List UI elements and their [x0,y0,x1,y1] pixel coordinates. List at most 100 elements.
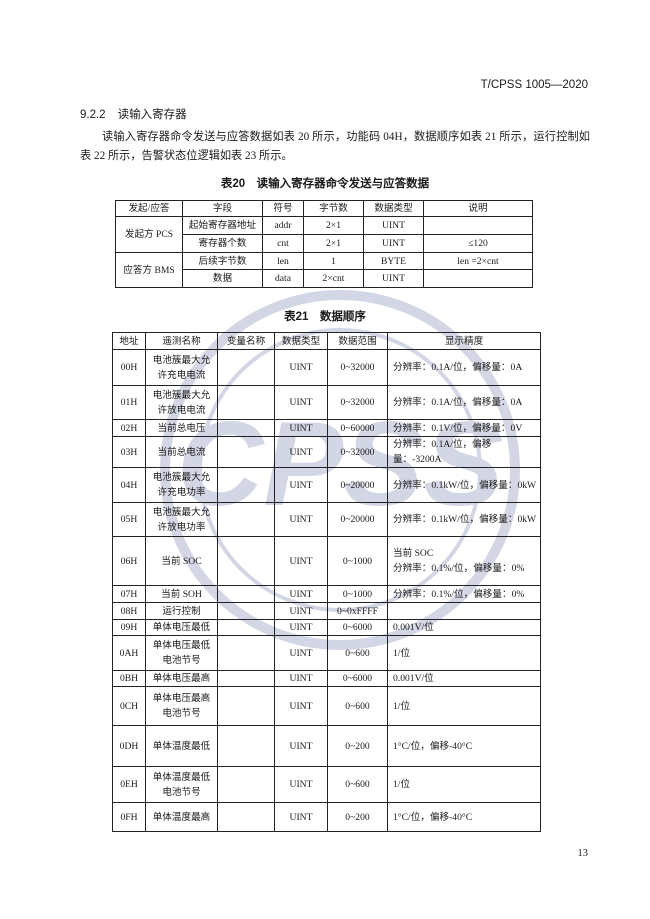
data-range-cell: 0~32000 [327,385,388,420]
table-cell: addr [262,216,304,235]
address-cell: 0CH [112,686,146,726]
precision-cell: 分辨率：0.1kW/位，偏移量：0kW [387,467,541,503]
precision-cell: 分辨率：0.1V/位，偏移量：0V [387,419,541,437]
address-cell: 0EH [112,766,146,803]
data-type-cell: UINT [274,635,328,671]
table-row: 应答方 BMS 后续字节数 len 1 BYTE len =2×cnt [115,252,533,288]
precision-cell: 1/位 [387,635,541,671]
header-cell: 数据类型 [363,200,424,217]
data-type-cell: UINT [274,619,328,636]
variable-name-cell [217,619,275,636]
name-line: 许充电功率 [157,487,206,498]
precision-line: 分辨率：0.1kW/位，偏移量：0kW [393,479,537,491]
section-title: 读输入寄存器 [117,109,187,121]
data-range-cell: 0~32000 [327,436,388,468]
address-cell: 0BH [112,670,146,687]
telemetry-name-cell: 当前 SOC [145,536,218,586]
table-row: 数据 data 2×cnt UINT [116,269,533,288]
name-line: 电池节号 [162,708,201,719]
header-cell: 符号 [262,200,304,217]
party-cell: 发起方 PCS [115,216,183,253]
name-line: 许放电电流 [157,404,206,416]
header-cell: 说明 [423,200,533,217]
variable-name-cell [217,419,275,437]
data-type-cell: UINT [274,349,328,386]
data-range-cell: 0~20000 [327,502,388,537]
precision-line: 分辨率：0.1A/位，偏移量：-3200A [393,439,492,465]
table-row: 0BH 单体电压最高 UINT 0~6000 0.001V/位 [112,670,541,687]
telemetry-name-cell: 电池簇最大允 许充电功率 [145,467,218,503]
name-line: 当前总电流 [157,446,206,458]
name-line: 单体电压最低 [152,622,211,633]
data-type-cell: UINT [274,686,328,726]
table-cell: UINT [363,216,424,235]
data-range-cell: 0~20000 [327,467,388,503]
table-row: 0DH 单体温度最低 UINT 0~200 1°C/位，偏移-40°C [112,725,541,767]
name-line: 单体温度最低 [152,740,211,752]
data-type-cell: UINT [274,536,328,586]
table-cell: len [262,252,304,270]
party-cell: 应答方 BMS [115,252,183,288]
table-cell: 2×1 [303,234,364,253]
table-row: 02H 当前总电压 UINT 0~60000 分辨率：0.1V/位，偏移量：0V [112,419,541,437]
address-cell: 00H [112,349,146,386]
header-cell: 字节数 [303,200,364,217]
variable-name-cell [217,467,275,503]
table-row: 0CH 单体电压最高 电池节号 UINT 0~600 1/位 [112,686,541,726]
name-line: 电池节号 [162,655,201,666]
address-cell: 04H [112,467,146,503]
address-cell: 0AH [112,635,146,671]
address-cell: 02H [112,419,146,437]
variable-name-cell [217,602,275,620]
table-cell [423,216,533,235]
address-cell: 07H [112,585,146,603]
data-type-cell: UINT [274,419,328,437]
data-range-cell: 0~200 [327,725,388,767]
header-cell: 变量名称 [217,332,275,350]
precision-cell: 分辨率：0.1A/位，偏移量：0A [387,349,541,386]
page-number: 13 [577,848,589,859]
address-cell: 0FH [112,802,146,832]
precision-line: 分辨率：0.1kW/位，偏移量：0kW [393,514,537,525]
data-range-cell: 0~1000 [327,585,388,603]
data-type-cell: UINT [274,766,328,803]
variable-name-cell [217,436,275,468]
telemetry-name-cell: 当前总电压 [145,419,218,437]
table-21: 地址 遥测名称 变量名称 数据类型 数据范围 显示精度 00H 电池簇最大允 许充电电流 UINT… [112,332,541,832]
section-heading: 9.2.2 读输入寄存器 [80,106,187,122]
data-range-cell: 0~6000 [327,619,388,636]
table-cell: cnt [262,234,304,253]
precision-line: 当前 SOC [393,548,434,559]
table-row: 0FH 单体温度最高 UINT 0~200 1°C/位，偏移-40°C [112,802,541,832]
name-line: 当前 SOH [161,588,202,600]
precision-line: 1/位 [393,700,411,712]
header-cell: 数据范围 [327,332,388,350]
telemetry-name-cell: 电池簇最大允 许放电电流 [145,385,218,420]
name-line: 电池节号 [162,786,201,798]
section-number: 9.2.2 [80,109,106,121]
data-range-cell: 0~600 [327,686,388,726]
telemetry-name-cell: 当前 SOH [145,585,218,603]
telemetry-name-cell: 单体电压最低 [145,619,218,636]
telemetry-name-cell: 单体电压最高 电池节号 [145,686,218,726]
table-row: 04H 电池簇最大允 许充电功率 UINT 0~20000 分辨率：0.1kW/位，偏移量… [112,467,541,503]
address-cell: 06H [112,536,146,586]
table-cell: 2×1 [303,216,364,235]
table-row: 发起方 PCS 起始寄存器地址 addr 2×1 UINT [115,216,533,253]
data-type-cell: UINT [274,436,328,468]
table-20: 发起/应答 字段 符号 字节数 数据类型 说明 发起方 PCS 起始寄存器地址 addr 2×1 U… [115,200,533,288]
data-range-cell: 0~600 [327,635,388,671]
data-type-cell: UINT [274,670,328,687]
precision-cell: 分辨率：0.1A/位，偏移量：-3200A [387,436,541,468]
name-line: 电池簇最大允 [152,472,211,483]
address-cell: 09H [112,619,146,636]
precision-line: 1°C/位，偏移-40°C [393,811,473,823]
name-line: 电池簇最大允 [152,506,211,518]
variable-name-cell [217,502,275,537]
name-line: 单体温度最低 [152,771,211,783]
data-range-cell: 0~32000 [327,349,388,386]
precision-cell: 分辨率：0.1%/位，偏移量：0% [387,585,541,603]
table-row: 0EH 单体温度最低 电池节号 UINT 0~600 1/位 [112,766,541,803]
data-range-cell: 0~600 [327,766,388,803]
table-row: 08H 运行控制 UINT 0~0xFFFF [112,602,541,620]
